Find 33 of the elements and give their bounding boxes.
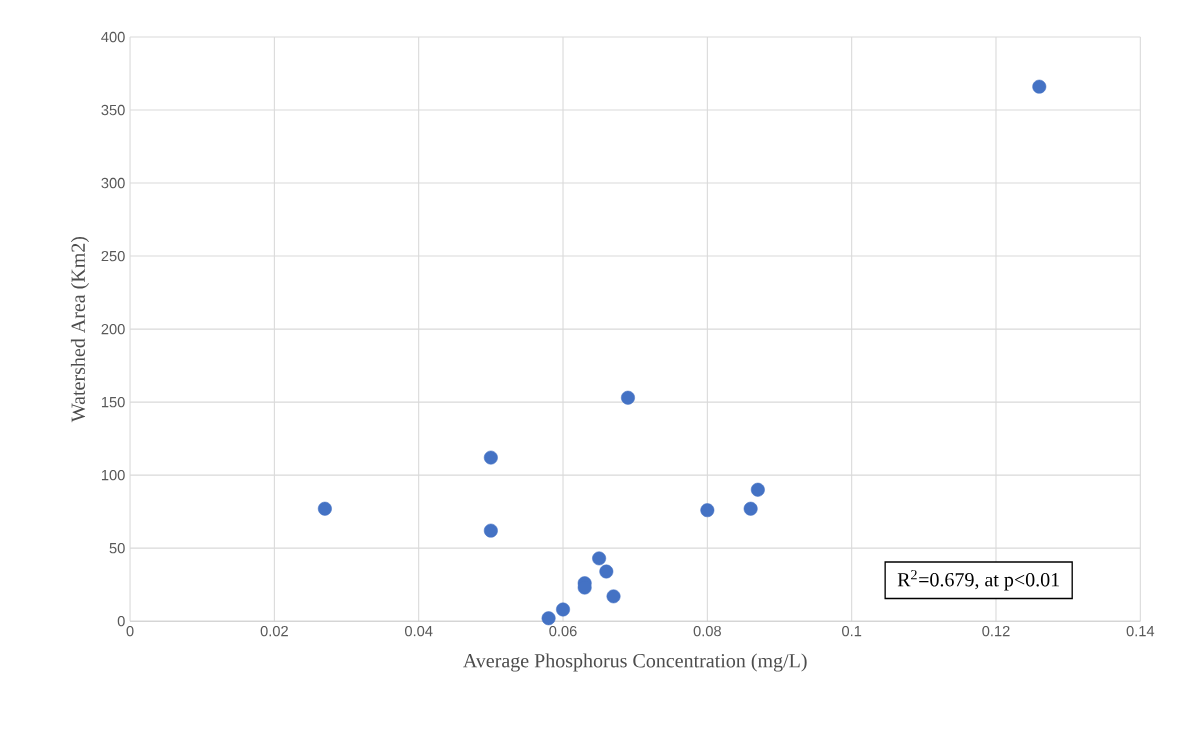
x-tick-label: 0.14 — [1126, 625, 1155, 637]
y-axis-title: Watershed Area (Km2) — [70, 236, 90, 423]
x-tick-label: 0.06 — [549, 625, 577, 637]
annotation: R$^{2}$=0.679, at p<0.01 — [897, 569, 1059, 591]
x-tick-label: 0 — [126, 625, 134, 637]
x-tick-label: 0.08 — [693, 625, 721, 637]
point — [541, 611, 556, 626]
y-tick-label: 250 — [101, 250, 125, 262]
point — [621, 390, 635, 405]
x-tick-label: 0.04 — [404, 625, 433, 637]
x-tick-label: 0.1 — [842, 625, 862, 637]
point — [743, 501, 758, 516]
point — [1032, 79, 1047, 94]
x-tick-label: 0.02 — [260, 625, 288, 637]
y-tick-label: 200 — [101, 323, 125, 335]
y-tick-label: 350 — [101, 104, 125, 116]
y-tick-label: 150 — [101, 396, 125, 408]
x-tick-label: 0.12 — [982, 625, 1010, 637]
point — [483, 450, 498, 465]
point — [750, 482, 765, 497]
y-tick-label: 400 — [101, 31, 125, 43]
y-tick-label: 50 — [109, 542, 125, 554]
y-tick-label: 100 — [101, 469, 125, 481]
y-tick-label: 300 — [101, 177, 125, 189]
y-tick-label: 0 — [117, 615, 125, 627]
point — [606, 589, 621, 604]
point — [599, 564, 614, 579]
point — [556, 602, 570, 617]
x-axis-title: Average Phosphorus Concentration (mg/L) — [463, 653, 807, 672]
point — [317, 501, 332, 516]
point — [700, 503, 715, 518]
point — [483, 523, 498, 538]
point — [592, 551, 607, 566]
